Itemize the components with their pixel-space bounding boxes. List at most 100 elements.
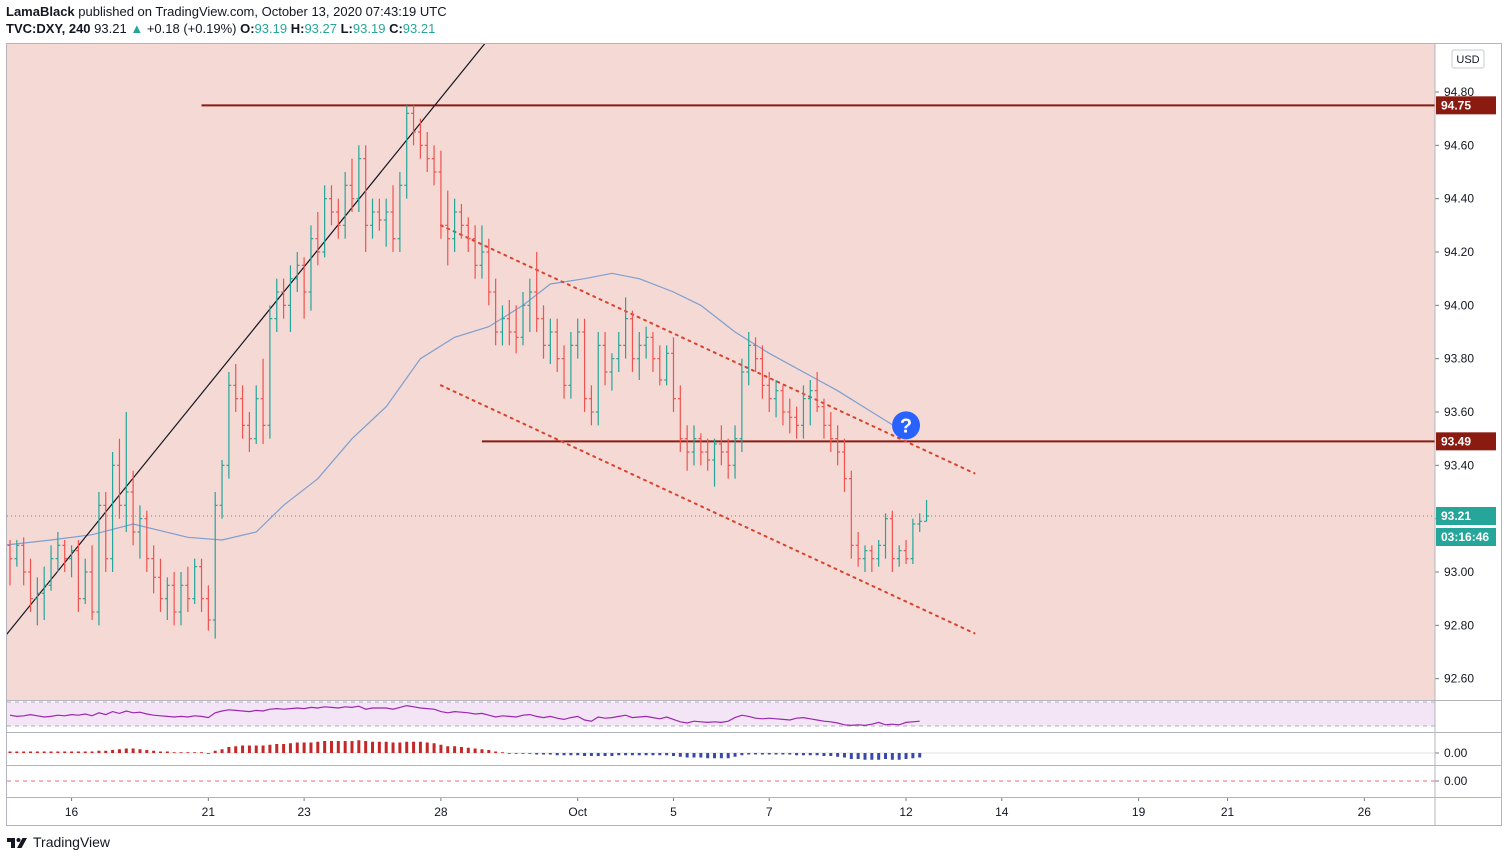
time-tick-label: 12	[899, 805, 913, 819]
macd-histogram-bar	[856, 753, 860, 759]
macd-histogram-bar	[200, 752, 204, 754]
macd-histogram-bar	[487, 750, 491, 753]
ohlc-bar	[896, 545, 902, 567]
macd-histogram-bar	[35, 751, 39, 753]
ohlc-bar	[21, 537, 27, 586]
macd-histogram-bar	[8, 751, 12, 753]
macd-histogram-bar	[548, 753, 552, 755]
price-label-text: 94.75	[1441, 98, 1471, 112]
time-tick-label: 26	[1358, 805, 1372, 819]
ohlc-bar	[164, 577, 170, 620]
macd-histogram-bar	[494, 751, 498, 753]
macd-histogram-bar	[282, 744, 286, 753]
ohlc-bar	[137, 505, 143, 559]
ohlc-bar	[171, 572, 177, 626]
macd-histogram-bar	[350, 741, 354, 753]
main-pane[interactable]: ?	[3, 39, 1435, 639]
macd-histogram-bar	[781, 753, 785, 755]
macd-histogram-bar	[829, 753, 833, 756]
macd-histogram-bar	[706, 753, 710, 759]
macd-histogram-bar	[849, 753, 853, 759]
ohlc-bar	[151, 545, 157, 594]
macd-histogram-bar	[22, 751, 26, 753]
ohlc-bar	[370, 198, 375, 239]
ohlc-bar	[185, 566, 191, 612]
publish-info: LamaBlack published on TradingView.com, …	[6, 4, 447, 20]
ohlc-bar	[582, 318, 587, 412]
ohlc-bar	[34, 577, 40, 626]
macd-histogram-bar	[70, 751, 74, 753]
macd-histogram-bar	[384, 741, 388, 753]
ohlc-bar	[739, 358, 745, 452]
macd-histogram-bar	[692, 753, 696, 758]
question-icon[interactable]: ?	[892, 411, 921, 440]
macd-histogram-bar	[412, 741, 416, 753]
macd-histogram-bar	[562, 753, 566, 756]
ohlc-bar	[862, 545, 868, 572]
ohlc-bar	[363, 145, 369, 252]
macd-histogram-bar	[275, 744, 279, 753]
macd-histogram-bar	[117, 749, 121, 753]
macd-histogram-bar	[624, 753, 628, 756]
price-tick-label: 93.60	[1444, 405, 1474, 419]
ohlc-bar	[787, 398, 793, 434]
macd-histogram-bar	[391, 742, 395, 753]
price-axis[interactable]: 94.80 94.60 94.40 94.20 94.00 93.80 93.60 93.40…	[1435, 49, 1485, 686]
third-pane: 0.00	[7, 774, 1468, 788]
chart-frame	[6, 43, 1502, 826]
ohlc-bar	[267, 305, 273, 439]
macd-histogram-bar	[131, 748, 135, 753]
macd-histogram-bar	[795, 753, 799, 756]
ohlc-bar	[814, 372, 820, 412]
macd-histogram-bar	[747, 753, 751, 755]
ohlc-bar	[609, 353, 615, 391]
ohlc-bar	[233, 364, 239, 412]
last-price: 93.21	[94, 21, 127, 36]
ohlc-bar	[479, 225, 485, 279]
ohlc-bar	[240, 385, 245, 439]
low-label: L:	[340, 21, 353, 36]
time-tick-label: 23	[297, 805, 311, 819]
ohlc-bar	[199, 558, 204, 612]
ohlc-bar	[130, 470, 136, 546]
macd-histogram-bar	[145, 750, 149, 753]
ohlc-bar	[910, 518, 916, 564]
ohlc-bar	[390, 185, 396, 252]
ohlc-bar	[89, 545, 95, 620]
ohlc-bar	[664, 345, 670, 386]
footer[interactable]: TradingView	[6, 834, 110, 850]
author-name[interactable]: LamaBlack	[6, 4, 75, 19]
macd-histogram-bar	[343, 741, 347, 753]
macd-histogram-bar	[316, 741, 320, 753]
ohlc-bar	[848, 470, 854, 559]
macd-histogram-bar	[172, 752, 176, 754]
ohlc-bar	[725, 438, 731, 479]
macd-histogram-bar	[699, 753, 703, 758]
price-label-text: 93.49	[1441, 434, 1471, 448]
macd-histogram-bar	[713, 753, 717, 759]
macd-histogram-bar	[733, 753, 737, 757]
macd-histogram-bar	[603, 753, 607, 756]
macd-histogram-bar	[213, 750, 217, 753]
macd-histogram-bar	[97, 750, 101, 753]
ohlc-bar	[684, 425, 690, 471]
macd-histogram-bar	[371, 741, 375, 753]
macd-histogram-bar	[528, 753, 532, 754]
macd-histogram-bar	[788, 753, 792, 755]
ohlc-bar	[212, 492, 218, 639]
macd-histogram-bar	[521, 753, 525, 754]
time-axis[interactable]: 16 21 23 28 Oct 5 7 12 14 19 21 26	[65, 797, 1371, 819]
macd-histogram-bar	[83, 751, 87, 753]
price-label-box	[1436, 528, 1496, 546]
macd-histogram-bar	[617, 753, 621, 756]
macd-histogram-bar	[801, 753, 805, 756]
macd-histogram-bar	[542, 753, 546, 755]
macd-histogram-bar	[377, 741, 381, 753]
open-label: O:	[240, 21, 255, 36]
macd-histogram-bar	[480, 749, 484, 753]
ohlc-bar	[82, 558, 88, 604]
macd-histogram-bar	[227, 747, 231, 753]
ohlc-bar	[753, 337, 758, 372]
ohlc-bar	[616, 332, 622, 372]
